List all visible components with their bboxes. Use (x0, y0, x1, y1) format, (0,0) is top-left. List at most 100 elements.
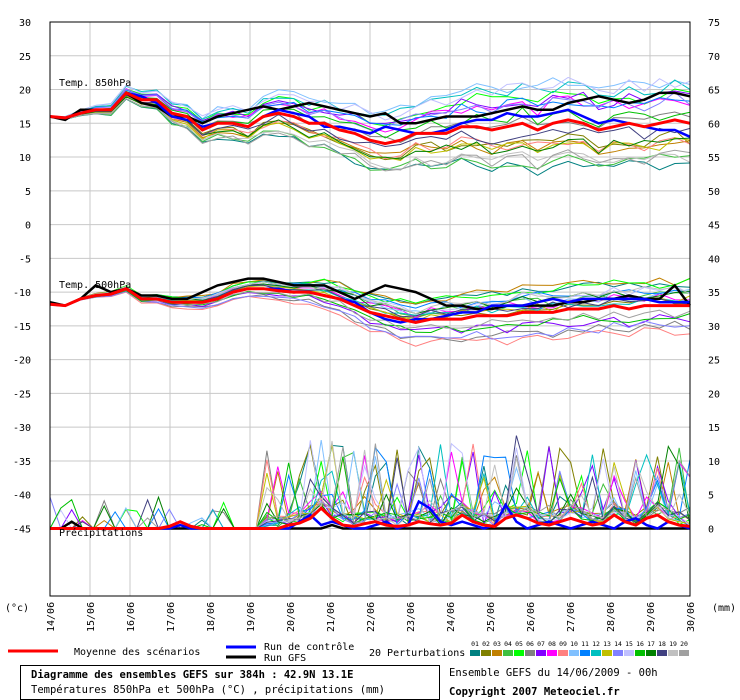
perturbation-11-precip (50, 446, 691, 529)
date-tick-label: 30/06 (686, 602, 697, 632)
legend-perturbation-swatch (679, 650, 689, 656)
left-tick-label: -40 (13, 491, 31, 502)
legend-perturbation-number: 16 (636, 640, 644, 648)
legend-perturbations-label: 20 Perturbations (369, 648, 465, 659)
mean-line-t500 (49, 287, 690, 325)
legend-perturbation-swatch (657, 650, 667, 656)
control-line-t850 (49, 91, 691, 138)
perturbation-15-t850 (49, 76, 691, 121)
perturbation-18-precip (50, 435, 691, 529)
legend-control-label: Run de contrôle (264, 641, 354, 653)
legend-perturbation-number: 07 (537, 640, 545, 648)
legend-perturbation-swatch (580, 650, 590, 656)
perturbation-20-precip (50, 443, 691, 529)
date-tick-label: 19/06 (246, 602, 257, 632)
right-tick-label: 55 (708, 153, 720, 164)
mean-line-t850 (49, 91, 691, 146)
date-tick-label: 28/06 (606, 602, 617, 632)
perturbation-20-t500 (49, 289, 691, 330)
info-subtitle: Températures 850hPa et 500hPa (°C) , pré… (31, 684, 386, 696)
legend-perturbation-swatch (624, 650, 634, 656)
right-tick-label: 70 (708, 52, 720, 63)
perturbation-17-precip (50, 444, 691, 529)
left-tick-label: -5 (19, 254, 31, 265)
legend-perturbation-number: 09 (559, 640, 567, 648)
legend-perturbation-number: 08 (548, 640, 556, 648)
date-tick-label: 18/06 (206, 602, 217, 632)
date-tick-label: 21/06 (326, 602, 337, 632)
legend-perturbation-number: 06 (526, 640, 534, 648)
date-tick-label: 16/06 (126, 602, 137, 632)
legend-perturbation-swatch (613, 650, 623, 656)
right-tick-label: 25 (708, 356, 720, 367)
right-tick-label: 75 (708, 18, 720, 29)
date-tick-label: 23/06 (406, 602, 417, 632)
legend-perturbation-swatch (536, 650, 546, 656)
date-tick-label: 25/06 (486, 602, 497, 632)
left-tick-label: 5 (25, 187, 31, 198)
legend-perturbation-number: 18 (658, 640, 666, 648)
right-tick-label: 60 (708, 119, 720, 130)
right-tick-label: 30 (708, 322, 720, 333)
right-tick-label: 65 (708, 86, 720, 97)
left-tick-label: -20 (13, 356, 31, 367)
legend-perturbation-number: 04 (504, 640, 512, 648)
left-tick-label: -25 (13, 389, 31, 400)
legend-perturbation-number: 01 (471, 640, 479, 648)
legend-perturbation-number: 10 (570, 640, 578, 648)
date-tick-label: 27/06 (566, 602, 577, 632)
legend-perturbation-swatch (470, 650, 480, 656)
right-tick-label: 15 (708, 423, 720, 434)
legend-mean-label: Moyenne des scénarios (74, 646, 200, 658)
mean-line-precip (50, 506, 691, 530)
left-tick-label: 20 (19, 86, 31, 97)
right-tick-label: 50 (708, 187, 720, 198)
copyright: Copyright 2007 Meteociel.fr (449, 686, 620, 698)
legend-perturbation-swatch (569, 650, 579, 656)
date-tick-label: 22/06 (366, 602, 377, 632)
right-axis-unit: (mm) (712, 603, 736, 614)
legend-perturbation-number: 11 (581, 640, 589, 648)
info-box: Diagramme des ensembles GEFS sur 384h : … (20, 665, 440, 700)
legend-perturbation-number: 02 (482, 640, 490, 648)
main-series-lines (49, 91, 691, 530)
panel-label-t850: Temp. 850hPa (59, 78, 131, 89)
panel-label-t500: Temp. 500hPa (59, 280, 131, 291)
legend-perturbation-swatch (514, 650, 524, 656)
legend-perturbation-number: 12 (592, 640, 600, 648)
legend-perturbation-number: 05 (515, 640, 523, 648)
left-tick-label: 25 (19, 52, 31, 63)
legend-perturbation-swatch (492, 650, 502, 656)
info-title: Diagramme des ensembles GEFS sur 384h : … (31, 669, 354, 681)
legend-perturbation-swatch (602, 650, 612, 656)
legend-perturbation-swatch (635, 650, 645, 656)
left-tick-label: 10 (19, 153, 31, 164)
right-tick-label: 45 (708, 221, 720, 232)
legend-perturbation-swatch (481, 650, 491, 656)
legend-perturbation-number: 03 (493, 640, 501, 648)
legend-perturbation-number: 15 (625, 640, 633, 648)
right-tick-label: 35 (708, 288, 720, 299)
legend-perturbation-swatch (558, 650, 568, 656)
legend-perturbation-swatch (668, 650, 678, 656)
left-tick-label: -15 (13, 322, 31, 333)
date-tick-label: 24/06 (446, 602, 457, 632)
left-tick-label: 30 (19, 18, 31, 29)
date-tick-label: 14/06 (46, 602, 57, 632)
legend-perturbation-swatch (646, 650, 656, 656)
legend-perturbation-swatch (503, 650, 513, 656)
date-tick-label: 17/06 (166, 602, 177, 632)
perturbation-07-t850 (49, 89, 691, 125)
legend-perturbation-number: 14 (614, 640, 622, 648)
legend-perturbation-number: 20 (680, 640, 688, 648)
left-tick-label: -35 (13, 457, 31, 468)
legend-perturbation-swatch (591, 650, 601, 656)
right-tick-label: 20 (708, 389, 720, 400)
date-tick-label: 29/06 (646, 602, 657, 632)
left-tick-label: -10 (13, 288, 31, 299)
date-tick-label: 15/06 (86, 602, 97, 632)
left-tick-label: 0 (25, 221, 31, 232)
date-tick-label: 26/06 (526, 602, 537, 632)
